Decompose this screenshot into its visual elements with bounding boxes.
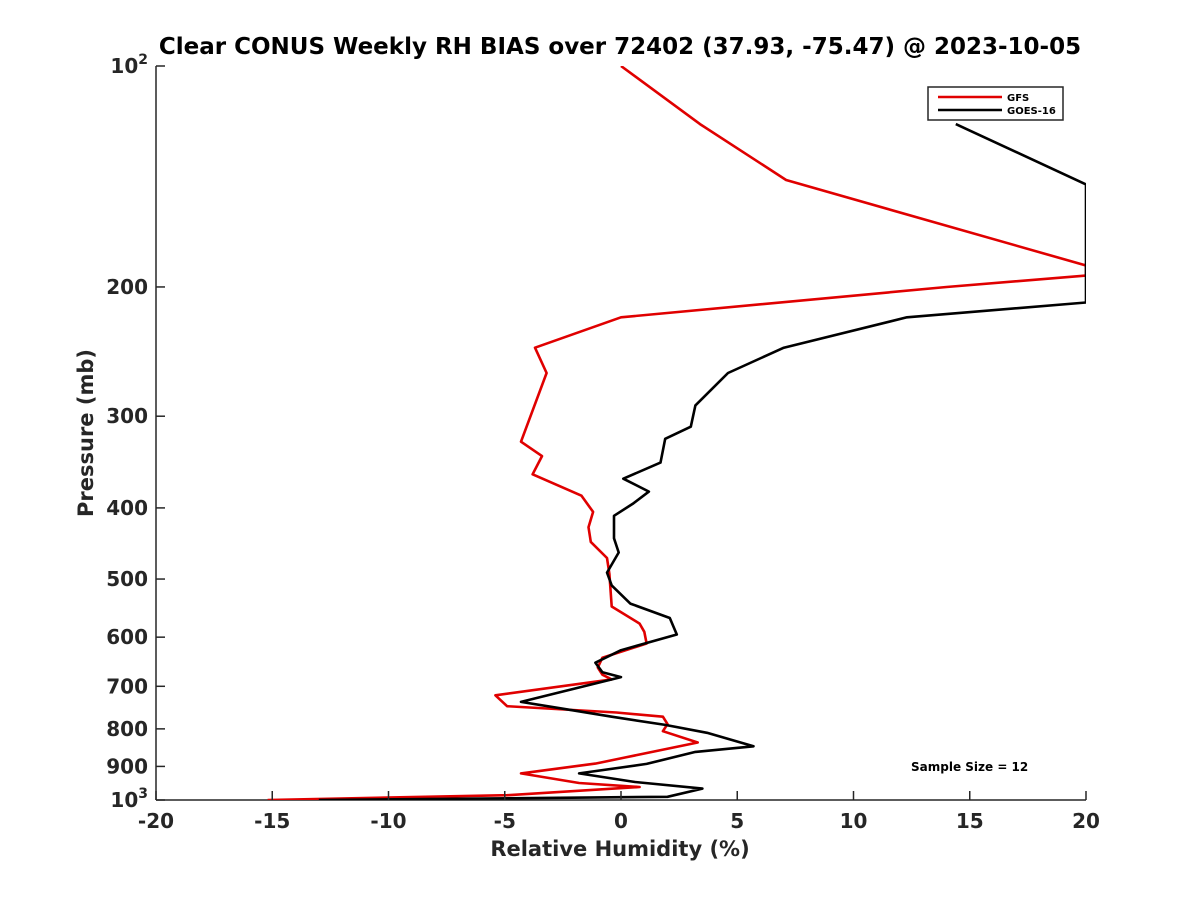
plot-background	[156, 66, 1086, 800]
x-tick-label: 10	[840, 809, 868, 833]
series-group	[267, 66, 1086, 800]
legend-box	[927, 86, 1064, 121]
x-tick-label: 15	[956, 809, 984, 833]
x-tick-label: 0	[614, 809, 628, 833]
y-tick-label: 102	[110, 52, 148, 78]
x-tick-label: 5	[730, 809, 744, 833]
y-tick-label: 500	[106, 567, 148, 591]
y-tick-label: 300	[106, 404, 148, 428]
y-tick-label: 400	[106, 496, 148, 520]
series-line-gfs	[267, 66, 1086, 800]
x-axis-ticks: -20 -15 -10 -5 0 5 10 15 20	[138, 791, 1100, 833]
x-tick-label: -15	[254, 809, 290, 833]
y-tick-label: 700	[106, 674, 148, 698]
y-tick-label: 200	[106, 275, 148, 299]
legend-label-gfs: GFS	[1007, 93, 1029, 104]
x-tick-label: -5	[494, 809, 516, 833]
y-axis-ticks: 102 200 300 400 500 600 700 800 900 103	[106, 52, 165, 812]
y-axis-label: Pressure (mb)	[74, 349, 98, 517]
x-tick-label: 20	[1072, 809, 1100, 833]
x-tick-label: -10	[370, 809, 406, 833]
y-tick-label: 103	[110, 786, 148, 812]
sample-size-annotation: Sample Size = 12	[911, 760, 1028, 774]
x-tick-label: -20	[138, 809, 174, 833]
legend: GFS GOES-16	[927, 86, 1064, 121]
plot-area: -20 -15 -10 -5 0 5 10 15 20 102 200 300 400 500 600 70…	[106, 52, 1100, 833]
chart-title: Clear CONUS Weekly RH BIAS over 72402 (3…	[159, 34, 1081, 60]
y-tick-label: 800	[106, 717, 148, 741]
legend-label-goes16: GOES-16	[1007, 106, 1056, 117]
x-axis-label: Relative Humidity (%)	[490, 837, 749, 861]
y-tick-label: 600	[106, 625, 148, 649]
y-tick-label: 900	[106, 754, 148, 778]
series-line-goes16	[318, 122, 1086, 800]
